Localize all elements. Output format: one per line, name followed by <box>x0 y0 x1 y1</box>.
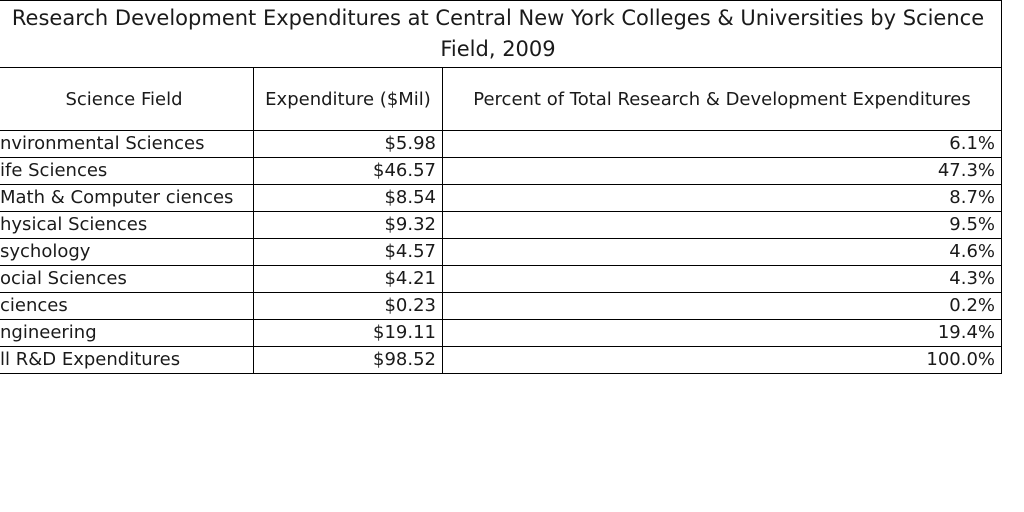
science-field-text: ciences <box>0 295 68 316</box>
science-field-cell: Math & Computer ciencesMath & Computer S… <box>0 184 254 212</box>
science-field-cell: hysical SciencesPhysical Sciences <box>0 211 254 239</box>
percent-cell: 4.6% <box>441 238 1003 266</box>
expenditure-cell: $9.32 <box>253 211 443 239</box>
expenditure-cell: $46.57 <box>253 157 443 185</box>
column-header-expenditure: Expenditure ($Mil) <box>253 67 443 131</box>
percent-cell: 8.7% <box>441 184 1003 212</box>
science-field-text: ife Sciences <box>0 160 108 181</box>
table-row: ocial SciencesSocial Sciences$4.214.3% <box>0 265 1003 293</box>
expenditure-cell: $5.98 <box>253 130 443 158</box>
title-row: Research Development Expenditures at Cen… <box>0 0 1003 68</box>
percent-cell: 19.4% <box>441 319 1003 347</box>
table-row: sychologyPsychology$4.574.6% <box>0 238 1003 266</box>
table-row: ciencesSciences$0.230.2% <box>0 292 1003 320</box>
table-title: Research Development Expenditures at Cen… <box>0 0 1003 68</box>
expenditures-table: Research Development Expenditures at Cen… <box>0 0 1003 374</box>
science-field-text: ll R&D Expenditures <box>0 349 181 370</box>
expenditure-cell: $8.54 <box>253 184 443 212</box>
expenditure-cell: $19.11 <box>253 319 443 347</box>
column-header-science-field: Science Field <box>0 67 254 131</box>
expenditure-cell: $4.57 <box>253 238 443 266</box>
expenditure-cell: $4.21 <box>253 265 443 293</box>
science-field-text: sychology <box>0 241 91 262</box>
header-row: Science Field Expenditure ($Mil) Percent… <box>0 67 1003 131</box>
table-row: ll R&D ExpendituresAll R&D Expenditures$… <box>0 346 1003 374</box>
percent-cell: 6.1% <box>441 130 1003 158</box>
percent-cell: 47.3% <box>441 157 1003 185</box>
science-field-cell: sychologyPsychology <box>0 238 254 266</box>
science-field-cell: ngineeringEngineering <box>0 319 254 347</box>
expenditures-table-container: Research Development Expenditures at Cen… <box>0 0 1003 374</box>
percent-cell: 9.5% <box>441 211 1003 239</box>
science-field-cell: ife SciencesLife Sciences <box>0 157 254 185</box>
percent-cell: 100.0% <box>441 346 1003 374</box>
science-field-cell: ciencesSciences <box>0 292 254 320</box>
science-field-text: ocial Sciences <box>0 268 127 289</box>
percent-cell: 0.2% <box>441 292 1003 320</box>
science-field-cell: ll R&D ExpendituresAll R&D Expenditures <box>0 346 254 374</box>
science-field-text: ngineering <box>0 322 97 343</box>
percent-cell: 4.3% <box>441 265 1003 293</box>
science-field-text: Math & Computer ciences <box>0 187 234 208</box>
expenditure-cell: $0.23 <box>253 292 443 320</box>
science-field-text: nvironmental Sciences <box>0 133 205 154</box>
column-header-percent: Percent of Total Research & Development … <box>441 67 1003 131</box>
expenditure-cell: $98.52 <box>253 346 443 374</box>
science-field-text: hysical Sciences <box>0 214 148 235</box>
science-field-cell: ocial SciencesSocial Sciences <box>0 265 254 293</box>
table-row: nvironmental SciencesEnvironmental Scien… <box>0 130 1003 158</box>
table-row: hysical SciencesPhysical Sciences$9.329.… <box>0 211 1003 239</box>
science-field-cell: nvironmental SciencesEnvironmental Scien… <box>0 130 254 158</box>
table-row: Math & Computer ciencesMath & Computer S… <box>0 184 1003 212</box>
